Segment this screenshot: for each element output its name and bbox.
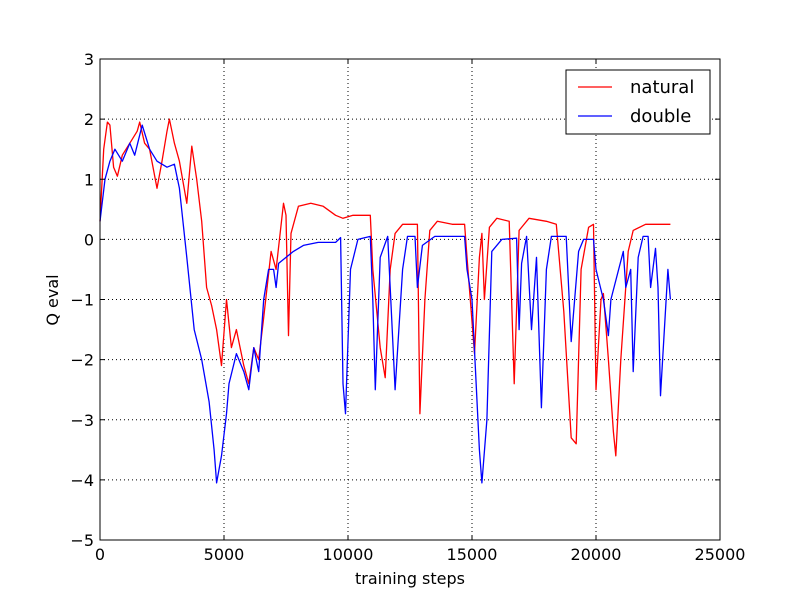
series-line-double (99, 124, 672, 484)
series-line-natural (99, 118, 671, 457)
y-tick-label: −1 (70, 291, 94, 310)
y-axis-label: Q eval (43, 274, 62, 325)
legend-label-natural: natural (630, 77, 694, 98)
legend-box (565, 69, 711, 135)
y-tick-label: −3 (70, 411, 94, 430)
y-tick-label: −2 (70, 351, 94, 370)
x-axis-label: training steps (355, 569, 465, 588)
y-tick-label: 3 (84, 50, 94, 69)
legend-label-double: double (630, 106, 691, 127)
x-tick-label: 0 (95, 545, 105, 564)
series-lines (99, 118, 672, 484)
legend: natural double (565, 69, 711, 135)
y-tick-label: 2 (84, 110, 94, 129)
x-tick-label: 5000 (204, 545, 245, 564)
x-tick-label: 25000 (695, 545, 746, 564)
y-tick-label: −5 (70, 531, 94, 550)
x-tick-label: 15000 (447, 545, 498, 564)
x-tick-label: 10000 (323, 545, 374, 564)
y-tick-label: −4 (70, 471, 94, 490)
y-tick-label: 0 (84, 230, 94, 249)
x-tick-label: 20000 (571, 545, 622, 564)
y-tick-label: 1 (84, 170, 94, 189)
axis-ticks: 0 5000 10000 15000 20000 25000 −5 −4 −3 −2 −1 0 1 2 3 (70, 50, 745, 564)
